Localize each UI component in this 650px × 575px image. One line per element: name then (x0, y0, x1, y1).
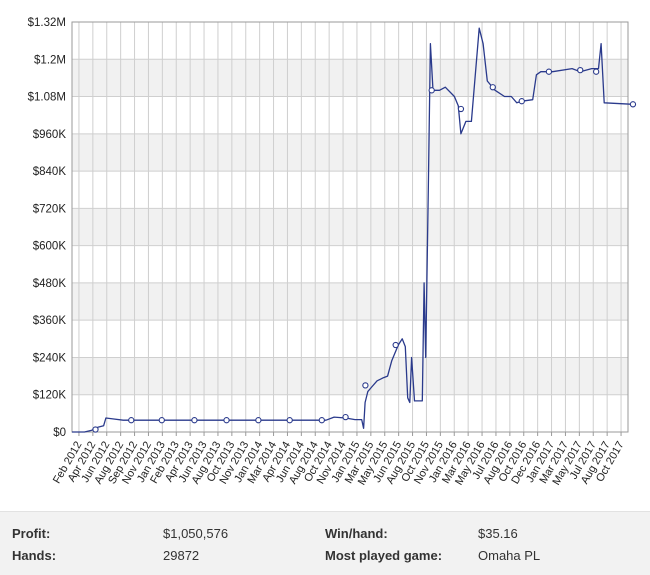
profit-series-line (72, 27, 634, 433)
profit-line-chart: $0 $120K $240K $360K $480K $600K $720K $840K $96… (28, 17, 637, 487)
most-played-game-label: Most played game: (325, 548, 443, 563)
profit-label: Profit: (12, 526, 51, 541)
series-marker (92, 426, 99, 433)
series-marker (518, 98, 525, 105)
grid-band (72, 394, 628, 432)
grid-band (72, 357, 628, 395)
grid-band (72, 133, 628, 172)
grid-band (72, 208, 628, 246)
series-marker (158, 417, 165, 424)
grid-band (72, 245, 628, 283)
series-marker (223, 417, 230, 424)
series-marker (489, 84, 496, 91)
y-tick-label: $960K (33, 129, 67, 141)
chart-panel: $0 $120K $240K $360K $480K $600K $720K $840K $96… (0, 0, 650, 511)
y-tick-label: $600K (33, 241, 67, 253)
hands-label: Hands: (12, 548, 57, 563)
plot-border (71, 21, 629, 433)
y-tick-label: $1.2M (34, 54, 66, 66)
series-marker (342, 413, 349, 421)
series-marker (545, 68, 553, 75)
grid-band (72, 59, 628, 97)
series-marker (577, 66, 584, 74)
series-marker (286, 417, 293, 424)
y-tick-label: $840K (33, 166, 67, 178)
series-marker (255, 417, 262, 424)
most-played-game-value: Omaha PL (478, 548, 541, 563)
grid-band (72, 96, 628, 134)
winhand-label: Win/hand: (325, 526, 388, 541)
y-tick-label: $1.08M (28, 92, 66, 104)
y-tick-label: $1.32M (28, 17, 66, 29)
y-tick-label: $360K (33, 315, 67, 327)
y-tick-label: $480K (33, 278, 67, 290)
grid-band (72, 171, 628, 209)
series-marker (593, 68, 600, 75)
series-marker (191, 417, 198, 424)
y-tick-label: $240K (33, 352, 67, 364)
series-marker (457, 105, 465, 113)
series-marker (362, 382, 369, 389)
grid-band (72, 22, 628, 60)
winhand-value: $35.16 (478, 526, 518, 541)
series-marker (392, 341, 399, 349)
y-tick-label: $120K (33, 390, 67, 402)
y-tick-label: $720K (33, 203, 67, 215)
series-marker (428, 87, 435, 94)
series-marker (128, 417, 135, 424)
stats-panel: Profit: $1,050,576 Win/hand: $35.16 Hand… (0, 511, 650, 575)
grid-band (72, 320, 628, 358)
hands-value: 29872 (163, 548, 200, 563)
series-marker (629, 101, 637, 108)
series-marker (318, 417, 325, 424)
y-tick-label: $0 (53, 427, 66, 439)
grid-band (72, 282, 628, 321)
profit-value: $1,050,576 (163, 526, 229, 541)
